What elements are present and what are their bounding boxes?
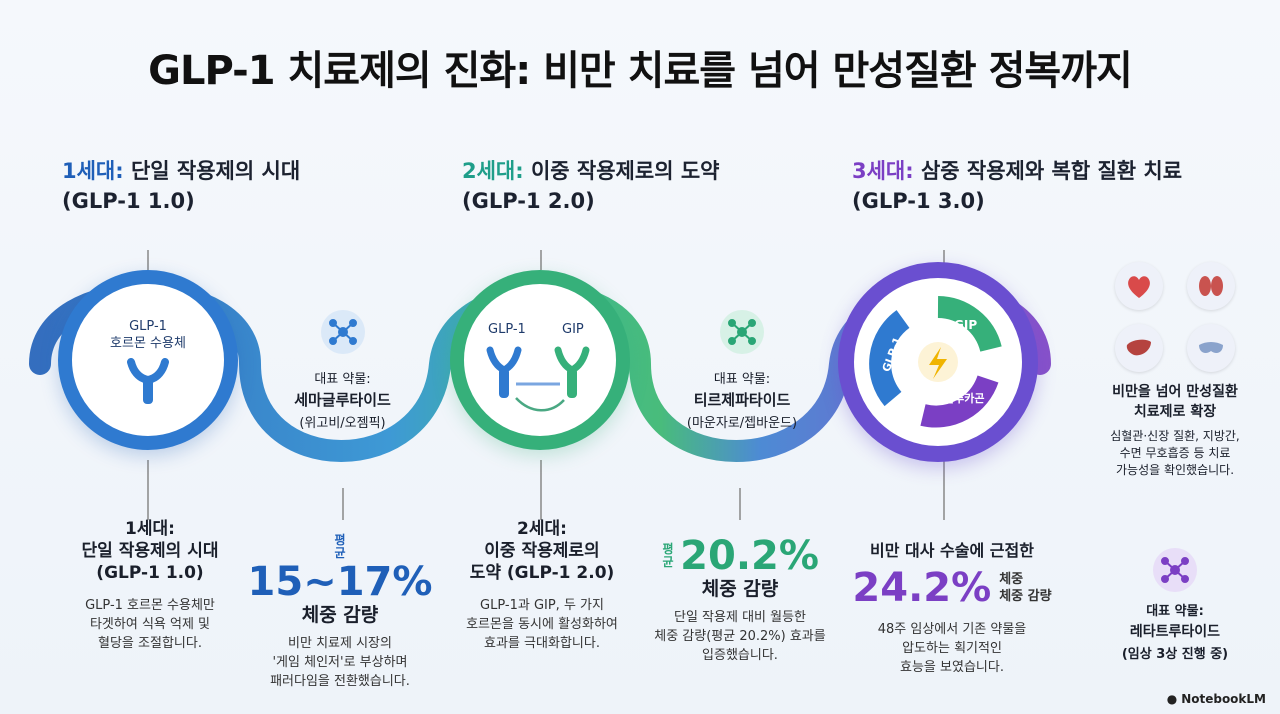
- gen1-circle: GLP-1 호르몬 수용체: [58, 270, 238, 450]
- gen2-circle: GLP-1 GIP: [450, 270, 630, 450]
- page-title: GLP-1 치료제의 진화: 비만 치료를 넘어 만성질환 정복까지: [148, 48, 1133, 94]
- molecule-icon: [1153, 548, 1197, 592]
- gen1-heading: 1세대: 단일 작용제의 시대 (GLP-1 1.0): [62, 159, 301, 213]
- gen2-receptor-b-label: GIP: [562, 322, 584, 337]
- organ-icon-grid: 비만을 넘어 만성질환 치료제로 확장 심혈관·신장 질환, 지방간, 수면 무…: [1100, 262, 1250, 479]
- gen3-heading: 3세대: 삼중 작용제와 복합 질환 치료 (GLP-1 3.0): [852, 159, 1183, 213]
- gen3-drug: 대표 약물: 레타트루타이드 (임상 3상 진행 중): [1090, 548, 1260, 662]
- gen1-stat: 평균 15~17% 체중 감량 비만 치료제 시장의 '게임 체인저'로 부상하…: [247, 533, 433, 690]
- molecule-icon: [720, 310, 764, 354]
- gen2-stat: 평균 20.2% 체중 감량 단일 작용제 대비 월등한 체중 감량(평균 20…: [654, 533, 826, 663]
- molecule-icon: [320, 310, 365, 354]
- gen3-cycle-b-label: GIP: [954, 318, 978, 332]
- gen1-drug: 대표 약물: 세마글루타이드 (위고비/오젬픽): [265, 310, 420, 431]
- receptor-icon: [127, 358, 169, 404]
- gen3-expand-desc: 심혈관·신장 질환, 지방간, 수면 무호흡증 등 치료 가능성을 확인했습니다…: [1110, 429, 1240, 477]
- gen3-cycle-c-label: 글루카곤: [944, 392, 985, 405]
- gen3-stat: 비만 대사 수술에 근접한 24.2% 체중 체중 감량 48주 임상에서 기존…: [852, 541, 1052, 675]
- heart-icon: [1115, 262, 1163, 310]
- gen2-bottom: 2세대: 이중 작용제로의 도약 (GLP-1 2.0) GLP-1과 GIP,…: [466, 519, 618, 651]
- triple-cycle-icon: [869, 296, 1002, 428]
- gen2-heading: 2세대: 이중 작용제로의 도약 (GLP-1 2.0): [462, 159, 720, 213]
- gen2-drug: 대표 약물: 티르제파타이드 (마운자로/젭바운드): [662, 310, 822, 431]
- lightning-icon: [929, 347, 947, 379]
- brand-watermark: ● NotebookLM: [1166, 692, 1266, 706]
- liver-icon: [1115, 324, 1163, 372]
- gen1-circle-label: GLP-1 호르몬 수용체: [110, 319, 186, 351]
- gen3-circle: GIP GLP-1 글루카곤: [838, 262, 1038, 462]
- gen2-receptor-a-label: GLP-1: [488, 322, 526, 337]
- sleep-mask-icon: [1187, 324, 1235, 372]
- kidney-icon: [1187, 262, 1235, 310]
- gen1-bottom: 1세대: 단일 작용제의 시대 (GLP-1 1.0) GLP-1 호르몬 수용…: [81, 519, 219, 651]
- dual-receptor-icon: [486, 346, 590, 412]
- gen3-expand-title: 비만을 넘어 만성질환 치료제로 확장: [1112, 384, 1238, 420]
- notebooklm-icon: ●: [1166, 692, 1178, 706]
